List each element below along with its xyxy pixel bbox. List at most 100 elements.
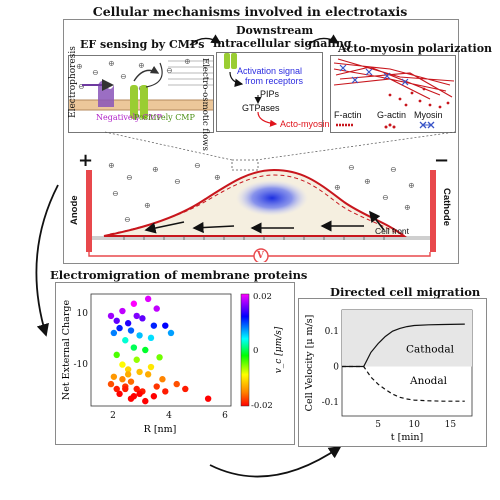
scatter-point [119, 307, 126, 315]
scatter-point [147, 334, 155, 342]
minus-sign: − [434, 150, 450, 171]
cell-illustration: ⊕ ⊖ ⊕ ⊖ ⊖ ⊕ ⊖ ⊕ ⊖ ⊕ ⊖ ⊕ ⊖ ⊕ ⊕ ⊖ [86, 159, 436, 262]
svg-text:⊖: ⊖ [348, 163, 355, 172]
x-tick-label: 6 [222, 411, 228, 421]
migration-ylabel: Cell Velocity [μ m/s] [304, 315, 315, 412]
anodal-label: Anodal [409, 375, 448, 387]
scatter-point [127, 327, 135, 334]
scatter-point [204, 395, 212, 402]
cell-front-label: Cell front [375, 226, 410, 236]
y-tick-label: -10 [74, 360, 89, 370]
polarization-illustration [330, 55, 456, 133]
colorbar [240, 293, 250, 407]
svg-text:⊖: ⊖ [174, 177, 181, 186]
scatter-point [113, 317, 120, 324]
colorbar-tick: 0.02 [253, 292, 272, 302]
svg-text:⊖: ⊖ [112, 189, 119, 198]
cathode-label: Cathode [441, 188, 452, 226]
scatter-point [116, 390, 123, 398]
scatter-point [153, 305, 160, 312]
svg-text:⊖: ⊖ [194, 161, 201, 170]
scatter-point [156, 354, 163, 361]
scatter-axes [90, 293, 232, 407]
cathodal-region [342, 310, 472, 367]
signaling-illustration [216, 52, 323, 132]
svg-text:⊖: ⊖ [382, 193, 389, 202]
scatter-point [127, 395, 135, 402]
scatter-ylabel: Net External Charge [61, 300, 72, 401]
scatter-point [124, 366, 132, 373]
actomyosin-signal-label: Acto-myosin [280, 119, 330, 129]
scatter-point [162, 388, 169, 395]
scatter-point [130, 344, 138, 351]
scatter-point [116, 324, 123, 332]
scatter-point [136, 368, 143, 376]
svg-text:⊕: ⊕ [138, 61, 145, 70]
scatter-point [150, 393, 158, 400]
scatter-point [130, 300, 138, 307]
ef-sensing-title: EF sensing by CMPs [80, 38, 205, 51]
activation-signal-line1: Activation signal [237, 66, 303, 76]
y-tick-label: 0.1 [325, 327, 339, 337]
voltage-label: V [257, 251, 264, 261]
electromigration-chart: 2 4 6 10 -10 R [nm] Net External Charge … [61, 292, 284, 435]
colorbar-tick: 0 [253, 346, 258, 356]
svg-text:⊕: ⊕ [364, 177, 371, 186]
svg-text:⊕: ⊕ [144, 201, 151, 210]
scatter-point [133, 356, 140, 363]
svg-text:⊖: ⊖ [120, 72, 127, 81]
svg-text:⊕: ⊕ [108, 161, 115, 170]
svg-text:⊕: ⊕ [152, 165, 159, 174]
pips-label: PIPs [260, 89, 280, 99]
svg-text:⊖: ⊖ [78, 82, 85, 91]
svg-text:⊕: ⊕ [76, 62, 83, 71]
polarization-title: Acto-myosin polarization [338, 42, 493, 55]
scatter-point [107, 380, 115, 388]
cathode-electrode [430, 170, 436, 252]
voltage-source-icon [253, 248, 269, 262]
migration-chart: Cathodal Anodal 5 10 15 0.1 0 -0.1 t [min] Ce… [304, 309, 473, 443]
nucleus [236, 180, 308, 216]
svg-text:⊕: ⊕ [408, 181, 415, 190]
x-tick-label: 10 [408, 420, 420, 430]
scatter-point [144, 295, 152, 303]
scatter-point [139, 315, 146, 322]
anode-electrode [86, 170, 92, 252]
scatter-point [119, 361, 126, 368]
signaling-title-line1: Downstream [236, 24, 314, 37]
svg-text:⊕: ⊕ [334, 183, 341, 192]
scatter-point [142, 397, 149, 405]
gtpases-label: GTPases [242, 103, 280, 113]
anodal-series-line [342, 365, 465, 402]
scatter-point [119, 376, 126, 383]
gactin-label: G-actin [377, 110, 407, 120]
cathodal-label: Cathodal [406, 343, 455, 355]
scatter-point [173, 380, 180, 388]
scatter-point [142, 346, 149, 354]
svg-text:⊕: ⊕ [404, 203, 411, 212]
scatter-xlabel: R [nm] [144, 424, 177, 435]
scatter-point [124, 320, 132, 327]
activation-signal-line2: from receptors [245, 76, 304, 86]
scatter-point [153, 383, 160, 390]
scatter-point [133, 385, 140, 393]
svg-text:⊖: ⊖ [124, 215, 131, 224]
y-tick-label: 10 [77, 309, 89, 319]
scatter-point [113, 385, 120, 393]
colorbar-tick: -0.02 [251, 401, 273, 411]
scatter-point [182, 385, 189, 393]
positive-cmp-label: Positively CMP [134, 113, 195, 122]
y-tick-label: -0.1 [322, 398, 339, 408]
negative-cmp-label: Negatively CMP [96, 113, 162, 122]
scatter-point [122, 337, 129, 344]
svg-text:⊖: ⊖ [92, 68, 99, 77]
scatter-points [107, 295, 212, 405]
anode-label: Anode [69, 195, 80, 225]
x-tick-label: 5 [375, 420, 381, 430]
scatter-point [113, 351, 120, 359]
x-tick-label: 15 [445, 420, 457, 430]
myosin-label: Myosin [414, 110, 443, 120]
factin-label: F-actin [334, 110, 362, 120]
scatter-point [110, 329, 118, 337]
